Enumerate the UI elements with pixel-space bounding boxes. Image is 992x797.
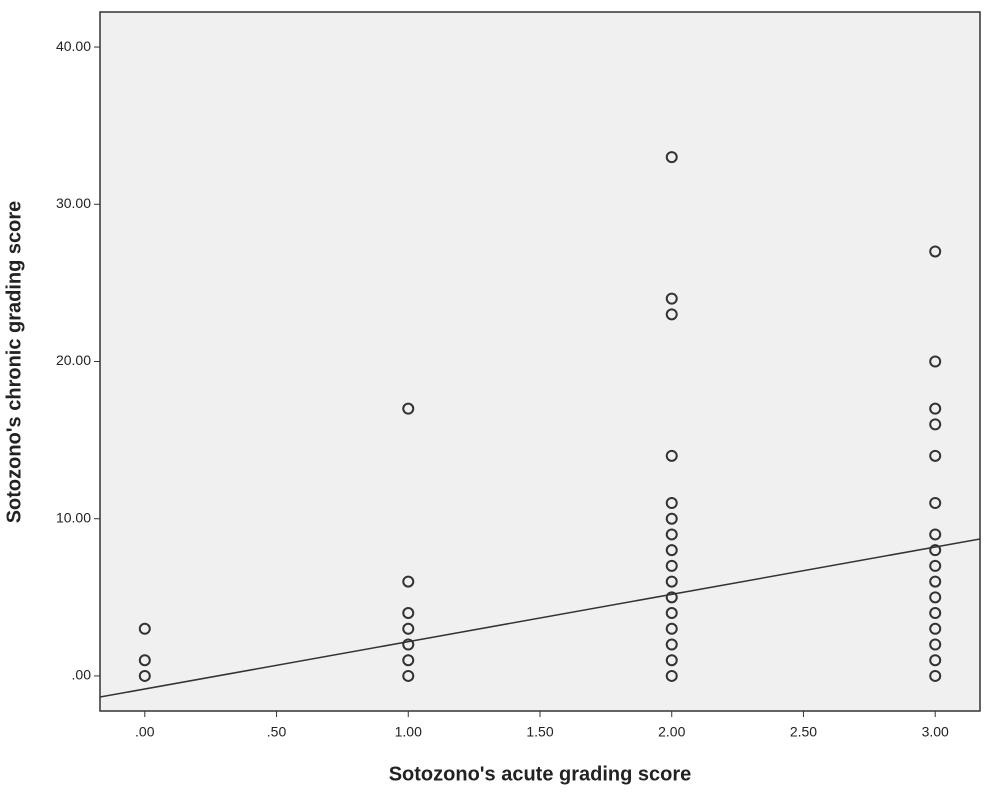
point <box>665 638 678 651</box>
point <box>665 308 678 321</box>
point <box>929 607 942 620</box>
point <box>929 638 942 651</box>
point <box>138 622 151 635</box>
point <box>929 544 942 557</box>
point <box>402 654 415 667</box>
point <box>402 607 415 620</box>
point <box>665 591 678 604</box>
point <box>929 528 942 541</box>
point <box>929 575 942 588</box>
point <box>665 575 678 588</box>
y-tick-label: 10.00 <box>56 509 91 525</box>
y-tick-label: 20.00 <box>56 352 91 368</box>
point <box>665 449 678 462</box>
point <box>929 591 942 604</box>
x-tick-label: 3.00 <box>922 724 949 740</box>
point <box>929 559 942 572</box>
point <box>138 669 151 682</box>
point <box>929 355 942 368</box>
point <box>402 575 415 588</box>
point <box>929 402 942 415</box>
point <box>665 292 678 305</box>
point <box>138 654 151 667</box>
x-tick-label: .50 <box>267 724 287 740</box>
point <box>929 449 942 462</box>
point <box>665 559 678 572</box>
point <box>402 669 415 682</box>
point <box>665 496 678 509</box>
x-axis-title: Sotozono's acute grading score <box>389 763 692 785</box>
point <box>402 622 415 635</box>
point <box>665 151 678 164</box>
point <box>929 496 942 509</box>
plot-frame <box>99 11 981 712</box>
point <box>665 622 678 635</box>
point <box>402 638 415 651</box>
point <box>665 512 678 525</box>
point <box>929 418 942 431</box>
x-tick-label: 2.50 <box>790 724 817 740</box>
point <box>665 528 678 541</box>
y-tick-label: .00 <box>72 667 92 683</box>
x-tick-label: 1.50 <box>526 724 553 740</box>
y-tick-label: 40.00 <box>56 38 91 54</box>
x-tick-label: 1.00 <box>395 724 422 740</box>
point <box>402 402 415 415</box>
point <box>665 669 678 682</box>
y-tick-label: 30.00 <box>56 195 91 211</box>
point <box>929 245 942 258</box>
plot-area <box>100 12 980 711</box>
x-tick-label: 2.00 <box>658 724 685 740</box>
point <box>665 607 678 620</box>
point <box>929 622 942 635</box>
fit-line <box>100 538 980 698</box>
point <box>929 654 942 667</box>
point <box>665 544 678 557</box>
point <box>929 669 942 682</box>
point <box>665 654 678 667</box>
y-axis-title: Sotozono's chronic grading score <box>3 201 25 524</box>
x-tick-label: .00 <box>135 724 155 740</box>
